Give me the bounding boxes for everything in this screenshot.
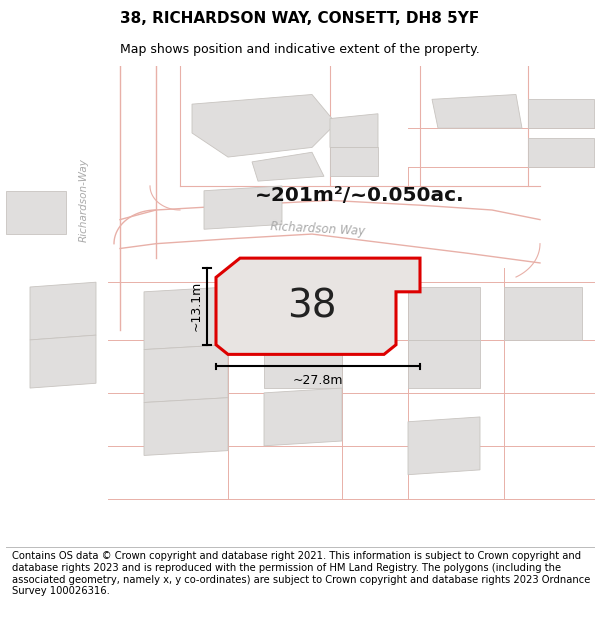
Polygon shape bbox=[408, 287, 480, 340]
Polygon shape bbox=[330, 148, 378, 176]
Polygon shape bbox=[144, 398, 228, 456]
Polygon shape bbox=[6, 191, 66, 234]
Text: ~201m²/~0.050ac.: ~201m²/~0.050ac. bbox=[255, 186, 465, 205]
Polygon shape bbox=[408, 417, 480, 475]
Polygon shape bbox=[528, 138, 594, 167]
Text: Map shows position and indicative extent of the property.: Map shows position and indicative extent… bbox=[120, 42, 480, 56]
Polygon shape bbox=[30, 282, 96, 340]
Polygon shape bbox=[204, 186, 282, 229]
Polygon shape bbox=[504, 287, 582, 340]
Text: 38, RICHARDSON WAY, CONSETT, DH8 5YF: 38, RICHARDSON WAY, CONSETT, DH8 5YF bbox=[121, 11, 479, 26]
Polygon shape bbox=[30, 335, 96, 388]
Text: Richardson-Way: Richardson-Way bbox=[79, 158, 89, 242]
Text: Richardson Way: Richardson Way bbox=[270, 220, 366, 238]
Polygon shape bbox=[264, 282, 342, 340]
Polygon shape bbox=[144, 287, 228, 349]
Polygon shape bbox=[528, 99, 594, 128]
Polygon shape bbox=[432, 94, 522, 128]
Polygon shape bbox=[408, 340, 480, 388]
Text: ~13.1m: ~13.1m bbox=[189, 281, 202, 331]
Polygon shape bbox=[216, 258, 420, 354]
Polygon shape bbox=[330, 114, 378, 148]
Polygon shape bbox=[144, 345, 228, 403]
Polygon shape bbox=[264, 388, 342, 446]
Polygon shape bbox=[252, 152, 324, 181]
Text: 38: 38 bbox=[287, 288, 337, 325]
Text: Contains OS data © Crown copyright and database right 2021. This information is : Contains OS data © Crown copyright and d… bbox=[12, 551, 590, 596]
Polygon shape bbox=[192, 94, 336, 157]
Text: ~27.8m: ~27.8m bbox=[293, 374, 343, 387]
Polygon shape bbox=[264, 340, 342, 388]
